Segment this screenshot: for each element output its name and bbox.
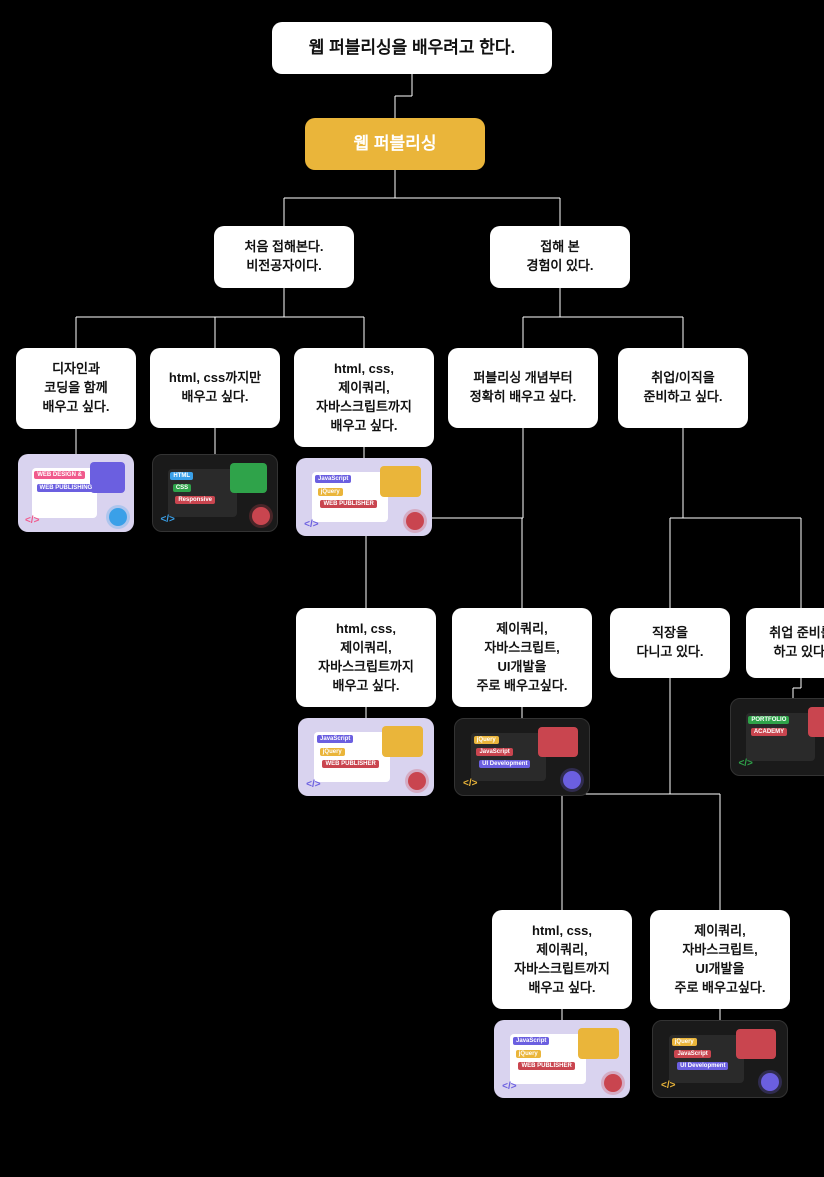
node-text: 배우고 싶다. (330, 417, 397, 436)
thumb-label: WEB PUBLISHER (322, 760, 378, 768)
node-text: 제이쿼리, (340, 639, 391, 658)
node-text: 자바스크립트, (484, 639, 559, 658)
node-l5b: 제이쿼리,자바스크립트,UI개발을주로 배우고싶다. (650, 910, 790, 1009)
thumb-label: HTML (170, 472, 193, 480)
thumb-label: jQuery (672, 1038, 697, 1046)
node-l4a: html, css,제이쿼리,자바스크립트까지배우고 싶다. (296, 608, 436, 707)
node-text: html, css, (334, 360, 394, 379)
code-icon: </> (160, 514, 174, 525)
node-text: UI개발을 (696, 960, 745, 979)
thumb-t3a: </> WEB DESIGN & WEB PUBLISHING (18, 454, 134, 532)
node-l4b: 제이쿼리,자바스크립트,UI개발을주로 배우고싶다. (452, 608, 592, 707)
thumb-label: WEB PUBLISHING (37, 484, 96, 492)
node-text: 주로 배우고싶다. (675, 979, 766, 998)
code-icon: </> (502, 1081, 516, 1092)
node-hub: 웹 퍼블리싱 (305, 118, 485, 170)
node-l3d: 퍼블리싱 개념부터정확히 배우고 싶다. (448, 348, 598, 428)
thumb-label: UI Development (479, 760, 530, 768)
node-text: 웹 퍼블리싱을 배우려고 한다. (309, 36, 516, 61)
node-text: 경험이 있다. (526, 257, 593, 276)
node-text: 배우고 싶다. (181, 388, 248, 407)
node-text: 처음 접해본다. (245, 238, 324, 257)
node-text: html, css, (532, 922, 592, 941)
gear-icon (408, 772, 426, 790)
node-l3c: html, css,제이쿼리,자바스크립트까지배우고 싶다. (294, 348, 434, 447)
node-l3b: html, css까지만배우고 싶다. (150, 348, 280, 428)
thumb-t4d: </> PORTFOLIO ACADEMY (730, 698, 824, 776)
code-icon: </> (304, 519, 318, 530)
node-text: 다니고 있다. (636, 643, 703, 662)
node-text: 배우고 싶다. (42, 398, 109, 417)
node-root: 웹 퍼블리싱을 배우려고 한다. (272, 22, 552, 74)
gear-icon (406, 512, 424, 530)
node-text: 제이쿼리, (694, 922, 745, 941)
code-icon: </> (661, 1080, 675, 1091)
node-text: 디자인과 (52, 360, 100, 379)
thumb-label: WEB PUBLISHER (320, 500, 376, 508)
node-text: 코딩을 함께 (44, 379, 107, 398)
node-text: 웹 퍼블리싱 (354, 132, 437, 157)
node-text: html, css, (336, 620, 396, 639)
thumb-t5a: </> JavaScript jQuery WEB PUBLISHER (494, 1020, 630, 1098)
gear-icon (109, 508, 127, 526)
thumb-label: jQuery (318, 488, 343, 496)
node-l4c: 직장을다니고 있다. (610, 608, 730, 678)
node-text: 제이쿼리, (496, 620, 547, 639)
node-l3e: 취업/이직을준비하고 싶다. (618, 348, 748, 428)
node-text: UI개발을 (498, 658, 547, 677)
node-l5a: html, css,제이쿼리,자바스크립트까지배우고 싶다. (492, 910, 632, 1009)
node-text: 접해 본 (540, 238, 580, 257)
thumb-t3b: </> HTML CSS Responsive (152, 454, 278, 532)
node-l3a: 디자인과코딩을 함께배우고 싶다. (16, 348, 136, 429)
node-l2b: 접해 본경험이 있다. (490, 226, 630, 288)
node-text: 취업/이직을 (651, 369, 714, 388)
node-text: 직장을 (652, 624, 688, 643)
node-text: 비전공자이다. (246, 257, 321, 276)
thumb-label: CSS (173, 484, 191, 492)
node-text: 취업 준비를 (769, 624, 824, 643)
thumb-label: jQuery (516, 1050, 541, 1058)
code-icon: </> (463, 778, 477, 789)
thumb-label: UI Development (677, 1062, 728, 1070)
node-text: 제이쿼리, (338, 379, 389, 398)
node-text: 자바스크립트까지 (316, 398, 412, 417)
thumb-label: Responsive (175, 496, 215, 504)
thumb-label: JavaScript (513, 1037, 549, 1045)
gear-icon (604, 1074, 622, 1092)
node-text: 자바스크립트까지 (318, 658, 414, 677)
thumb-label: WEB PUBLISHER (518, 1062, 574, 1070)
thumb-label: jQuery (320, 748, 345, 756)
thumb-t4b: </> jQuery JavaScript UI Development (454, 718, 590, 796)
thumb-label: JavaScript (674, 1050, 710, 1058)
thumb-label: PORTFOLIO (748, 716, 789, 724)
node-text: 배우고 싶다. (332, 677, 399, 696)
code-icon: </> (25, 515, 39, 526)
gear-icon (761, 1073, 779, 1091)
thumb-t4a: </> JavaScript jQuery WEB PUBLISHER (298, 718, 434, 796)
node-text: 제이쿼리, (536, 941, 587, 960)
code-icon: </> (306, 779, 320, 790)
thumb-label: WEB DESIGN & (34, 471, 85, 479)
node-text: 하고 있다. (773, 643, 824, 662)
node-text: 정확히 배우고 싶다. (470, 388, 577, 407)
code-icon: </> (738, 758, 752, 769)
thumb-t3c: </> JavaScript jQuery WEB PUBLISHER (296, 458, 432, 536)
thumb-label: jQuery (474, 736, 499, 744)
thumb-label: JavaScript (476, 748, 512, 756)
node-l2a: 처음 접해본다.비전공자이다. (214, 226, 354, 288)
thumb-label: JavaScript (315, 475, 351, 483)
gear-icon (563, 771, 581, 789)
thumb-label: JavaScript (317, 735, 353, 743)
node-text: html, css까지만 (169, 369, 261, 388)
node-text: 퍼블리싱 개념부터 (473, 369, 572, 388)
node-text: 자바스크립트, (682, 941, 757, 960)
thumb-label: ACADEMY (751, 728, 787, 736)
node-text: 자바스크립트까지 (514, 960, 610, 979)
node-text: 준비하고 싶다. (644, 388, 723, 407)
node-text: 주로 배우고싶다. (477, 677, 568, 696)
gear-icon (252, 507, 270, 525)
thumb-t5b: </> jQuery JavaScript UI Development (652, 1020, 788, 1098)
node-text: 배우고 싶다. (528, 979, 595, 998)
node-l4d: 취업 준비를하고 있다. (746, 608, 824, 678)
